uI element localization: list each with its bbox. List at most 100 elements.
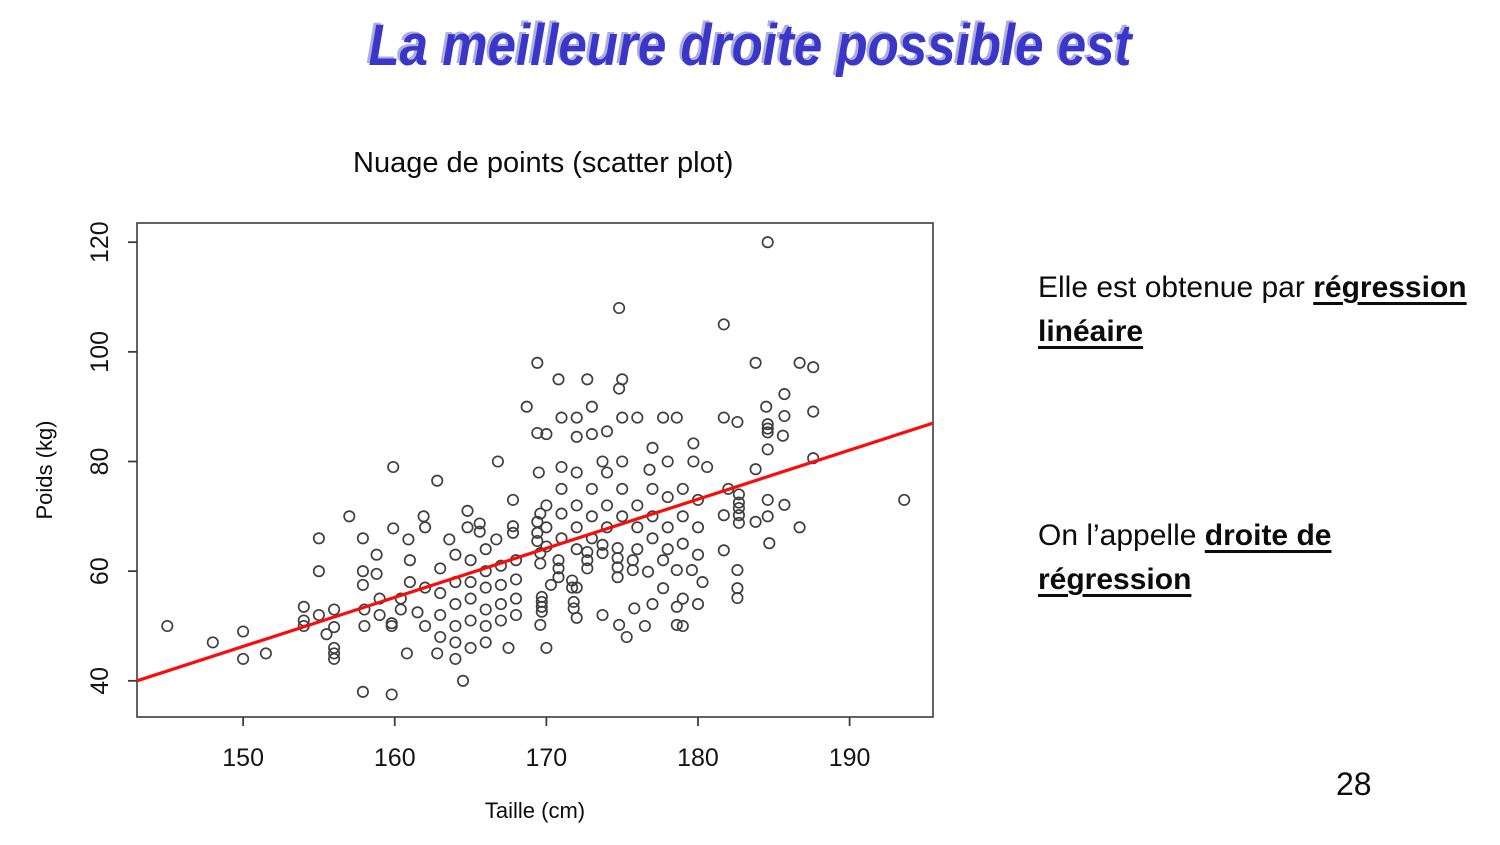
data-point (312, 532, 325, 545)
data-point (403, 576, 416, 589)
note-regression-lineaire: Elle est obtenue par régression linéaire (1038, 266, 1468, 354)
data-point (370, 548, 383, 561)
note-text: On l’appelle (1038, 519, 1197, 552)
data-point (570, 466, 583, 479)
data-point (237, 652, 250, 665)
data-point (731, 591, 744, 605)
data-point (581, 373, 594, 386)
data-point (402, 533, 415, 546)
data-point (534, 557, 547, 570)
data-point (641, 565, 655, 578)
data-point (898, 493, 911, 506)
data-point (687, 455, 700, 468)
scatter-chart: Nuage de points (scatter plot) 150 160 170 1… (32, 147, 934, 823)
data-point (793, 521, 806, 534)
data-point (778, 409, 791, 423)
data-point (552, 554, 565, 567)
data-point (552, 562, 565, 575)
data-point (749, 356, 762, 369)
data-point (417, 510, 430, 523)
data-point (763, 537, 776, 550)
data-point (464, 554, 477, 567)
data-point (356, 532, 369, 545)
data-point (479, 619, 492, 633)
data-point (585, 400, 598, 413)
data-point (552, 571, 565, 584)
data-point (731, 415, 744, 429)
data-point (509, 573, 523, 586)
data-point (657, 411, 670, 424)
data-point (555, 460, 568, 474)
data-point (343, 510, 356, 523)
data-point (570, 430, 583, 443)
data-point (431, 474, 444, 487)
data-point (613, 618, 626, 631)
data-point (479, 636, 492, 649)
data-point (419, 521, 432, 534)
y-axis-label: Poids (kg) (32, 420, 57, 519)
data-point (461, 521, 474, 534)
data-point (534, 618, 547, 631)
data-point (356, 685, 369, 698)
data-point (670, 600, 683, 613)
data-point (761, 236, 774, 249)
x-axis-label: Taille (cm) (485, 798, 585, 823)
data-point (320, 628, 333, 641)
data-point (509, 592, 523, 605)
data-point (312, 565, 325, 578)
note-emphasis: droite de régression (1038, 519, 1332, 596)
data-point (431, 647, 444, 660)
data-point (631, 543, 644, 556)
page-number: 28 (1336, 766, 1372, 802)
data-point (434, 608, 447, 622)
data-point (419, 619, 432, 633)
data-point (567, 595, 580, 608)
data-point (760, 400, 773, 413)
data-point (473, 517, 486, 530)
data-point (661, 543, 674, 556)
data-point (670, 564, 683, 577)
plot-frame (136, 222, 934, 718)
data-point (731, 564, 744, 577)
data-point (749, 463, 762, 476)
data-point (646, 598, 659, 611)
x-tick-label: 150 (222, 744, 264, 772)
data-point (491, 455, 504, 468)
data-point (585, 482, 598, 495)
data-point (464, 641, 477, 654)
data-point (646, 441, 659, 454)
data-point (434, 562, 447, 575)
data-point (661, 455, 674, 468)
data-point (356, 578, 369, 591)
data-point (566, 581, 579, 594)
data-point (661, 521, 674, 534)
data-point (761, 418, 774, 431)
y-tick-label: 100 (86, 331, 114, 373)
data-point (643, 463, 656, 476)
data-point (596, 538, 609, 551)
data-point (761, 422, 774, 435)
data-point (506, 526, 520, 539)
x-tick-label: 170 (526, 744, 568, 772)
data-point (696, 576, 709, 589)
data-point (613, 301, 626, 315)
data-point (670, 618, 683, 631)
data-point (328, 603, 341, 616)
data-point (494, 598, 507, 611)
data-point (732, 502, 745, 515)
data-point (494, 614, 507, 627)
data-point (552, 373, 565, 386)
data-point (400, 647, 413, 660)
data-point (540, 499, 553, 512)
data-point (691, 521, 705, 534)
x-tick-label: 160 (374, 744, 416, 772)
data-point (534, 507, 547, 520)
data-point (237, 625, 250, 638)
x-tick-label: 180 (677, 744, 719, 772)
data-point (749, 515, 762, 528)
data-point (570, 411, 583, 424)
data-point (531, 356, 544, 369)
data-point (685, 564, 698, 577)
data-point (646, 482, 659, 495)
data-point (479, 543, 492, 556)
